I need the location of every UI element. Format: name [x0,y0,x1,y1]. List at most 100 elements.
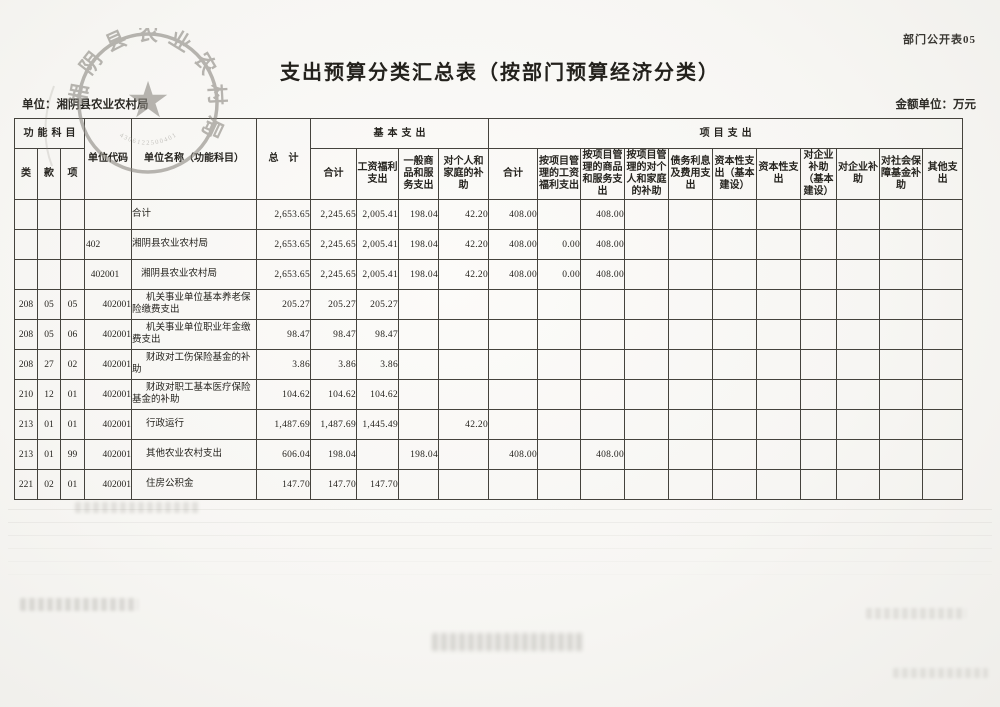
col-basic-goods [398,319,440,350]
col-total: 2,653.65 [256,199,312,230]
col-proj-capital-infra [712,349,758,380]
col-basic-goods [398,349,440,380]
header-unit-code: 单位代码 [84,118,133,200]
col-item: 02 [59,349,86,380]
table-row: 213 01 01 402001 行政运行 1,487.69 1,487.69 1,445.4… [14,409,964,440]
col-proj-family [624,409,670,440]
col-class: 208 [14,349,38,380]
col-proj-family [624,229,670,260]
col-proj-wage [537,319,582,350]
col-item: 01 [59,469,86,500]
col-proj-other [922,259,964,290]
col-proj-debt [668,289,714,320]
col-total: 606.04 [256,439,312,470]
col-unit-name: 财政对职工基本医疗保险基金的补助 [131,379,258,410]
col-proj-debt [668,259,714,290]
header-proj-goods: 按项目管理的商品和服务支出 [580,148,626,200]
col-class: 210 [14,379,38,410]
col-total: 205.27 [256,289,312,320]
col-item: 01 [59,379,86,410]
col-proj-capital [756,469,802,500]
col-proj-capital-infra [712,319,758,350]
header-proj-total: 合计 [488,148,539,200]
col-section: 05 [37,289,61,320]
col-unit-name: 行政运行 [131,409,258,440]
col-unit-code: 402 [84,229,133,260]
col-proj-capital [756,409,802,440]
col-total: 2,653.65 [256,259,312,290]
header-function-subject: 功能科目 [13,118,86,149]
col-proj-goods: 408.00 [580,229,626,260]
col-basic-wage [356,439,400,470]
col-proj-total: 408.00 [488,199,539,230]
col-basic-wage: 1,445.49 [356,409,400,440]
col-proj-debt [668,379,714,410]
col-section: 27 [37,349,61,380]
col-proj-capital-infra [712,379,758,410]
col-proj-enterprise [836,469,881,500]
col-unit-name: 湘阴县农业农村局 [131,259,258,290]
col-item [59,199,86,230]
col-basic-goods: 198.04 [398,199,440,230]
col-proj-family [624,199,670,230]
col-item: 01 [59,409,86,440]
col-basic-family [438,439,490,470]
table-body: 合计 2,653.65 2,245.65 2,005.41 198.04 42.20 408… [14,199,964,500]
unit-label: 单位：湘阴县农业农村局 [22,99,149,111]
col-proj-other [922,349,964,380]
col-basic-wage: 2,005.41 [356,259,400,290]
col-proj-social-security [879,319,924,350]
col-proj-wage [537,439,582,470]
header-basic-goods: 一般商品和服务支出 [398,148,440,200]
col-proj-capital [756,439,802,470]
col-basic-total: 104.62 [310,379,358,410]
col-proj-family [624,289,670,320]
col-proj-goods [580,349,626,380]
col-proj-enterprise-infra [800,439,838,470]
col-unit-code: 402001 [84,439,133,470]
table-row: 213 01 99 402001 其他农业农村支出 606.04 198.04 198.04 4… [14,439,964,470]
col-basic-family [438,319,490,350]
scan-smudge [893,668,988,678]
col-proj-enterprise [836,199,881,230]
table-row: 402 湘阴县农业农村局 2,653.65 2,245.65 2,005.41 198.0… [14,229,964,260]
col-proj-other [922,229,964,260]
col-proj-social-security [879,229,924,260]
col-total: 98.47 [256,319,312,350]
col-basic-family: 42.20 [438,229,490,260]
col-proj-goods: 408.00 [580,259,626,290]
scan-smudge [432,633,584,651]
col-proj-enterprise [836,229,881,260]
col-proj-total [488,349,539,380]
col-proj-wage: 0.00 [537,229,582,260]
table-row: 208 27 02 402001 财政对工伤保险基金的补助 3.86 3.86 3.86 [14,349,964,380]
col-proj-goods [580,469,626,500]
col-section: 12 [37,379,61,410]
col-basic-wage: 2,005.41 [356,229,400,260]
col-proj-other [922,289,964,320]
col-unit-name: 财政对工伤保险基金的补助 [131,349,258,380]
col-proj-debt [668,409,714,440]
header-proj-social-security: 对社会保障基金补助 [879,148,924,200]
scan-smudge [75,502,200,513]
col-item [59,229,86,260]
col-section [37,199,61,230]
col-proj-enterprise-infra [800,469,838,500]
col-basic-family: 42.20 [438,259,490,290]
header-proj-wage: 按项目管理的工资福利支出 [537,148,582,200]
col-class [14,229,38,260]
col-proj-other [922,379,964,410]
doc-code-label: 部门公开表05 [903,34,976,46]
col-proj-goods [580,379,626,410]
col-proj-debt [668,199,714,230]
col-proj-capital [756,199,802,230]
col-basic-family: 42.20 [438,199,490,230]
col-unit-name: 其他农业农村支出 [131,439,258,470]
col-proj-social-security [879,349,924,380]
col-basic-total: 147.70 [310,469,358,500]
col-proj-goods: 408.00 [580,439,626,470]
col-proj-social-security [879,289,924,320]
col-proj-enterprise-infra [800,289,838,320]
col-unit-name: 合计 [131,199,258,230]
col-unit-code: 402001 [84,259,133,290]
